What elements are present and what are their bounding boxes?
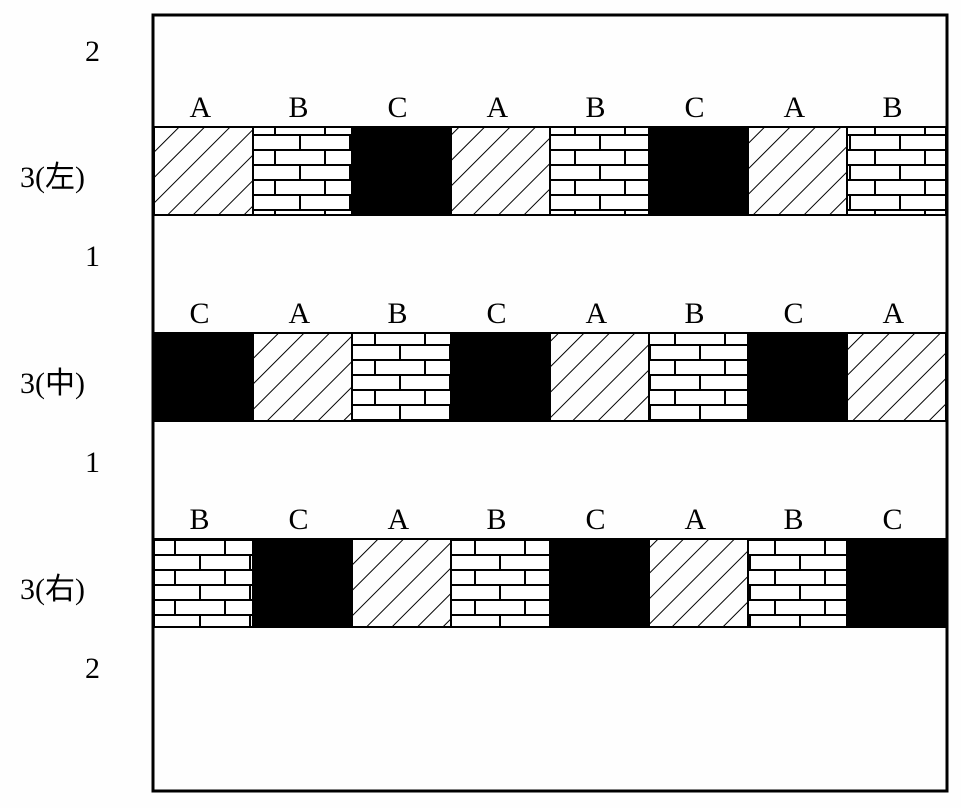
gap-label-gap-1a: 1 bbox=[85, 240, 100, 274]
col-letter-row-right-6: B bbox=[784, 503, 804, 537]
col-letter-row-left-7: B bbox=[883, 91, 903, 125]
col-letter-row-middle-2: B bbox=[388, 297, 408, 331]
col-letter-row-middle-7: A bbox=[883, 297, 905, 331]
col-letter-row-left-3: A bbox=[487, 91, 509, 125]
cell-row-left-0 bbox=[154, 127, 253, 215]
cell-row-middle-6 bbox=[748, 333, 847, 421]
col-letter-row-middle-6: C bbox=[784, 297, 804, 331]
col-letter-row-left-0: A bbox=[190, 91, 212, 125]
cell-row-middle-7 bbox=[847, 333, 946, 421]
cell-row-right-0 bbox=[154, 539, 253, 627]
col-letter-row-left-6: A bbox=[784, 91, 806, 125]
cell-row-left-3 bbox=[451, 127, 550, 215]
col-letter-row-left-5: C bbox=[685, 91, 705, 125]
diagram-svg bbox=[0, 0, 961, 808]
cell-row-left-5 bbox=[649, 127, 748, 215]
col-letter-row-right-0: B bbox=[190, 503, 210, 537]
col-letter-row-middle-3: C bbox=[487, 297, 507, 331]
cell-row-right-3 bbox=[451, 539, 550, 627]
cell-row-left-4 bbox=[550, 127, 649, 215]
col-letter-row-right-1: C bbox=[289, 503, 309, 537]
cell-row-middle-2 bbox=[352, 333, 451, 421]
col-letter-row-middle-1: A bbox=[289, 297, 311, 331]
cell-row-right-5 bbox=[649, 539, 748, 627]
col-letter-row-left-2: C bbox=[388, 91, 408, 125]
cell-row-left-2 bbox=[352, 127, 451, 215]
col-letter-row-right-2: A bbox=[388, 503, 410, 537]
gap-label-gap-1b: 1 bbox=[85, 446, 100, 480]
col-letter-row-left-4: B bbox=[586, 91, 606, 125]
col-letter-row-middle-4: A bbox=[586, 297, 608, 331]
col-letter-row-right-7: C bbox=[883, 503, 903, 537]
col-letter-row-right-4: C bbox=[586, 503, 606, 537]
col-letter-row-right-5: A bbox=[685, 503, 707, 537]
cell-row-right-7 bbox=[847, 539, 946, 627]
cell-row-right-6 bbox=[748, 539, 847, 627]
diagram-root bbox=[0, 0, 961, 808]
row-label-row-left: 3(左) bbox=[20, 152, 85, 196]
cell-row-left-7 bbox=[847, 127, 946, 215]
col-letter-row-middle-5: B bbox=[685, 297, 705, 331]
cell-row-middle-5 bbox=[649, 333, 748, 421]
row-label-row-middle: 3(中) bbox=[20, 358, 85, 402]
cell-row-middle-1 bbox=[253, 333, 352, 421]
cell-row-middle-3 bbox=[451, 333, 550, 421]
col-letter-row-right-3: B bbox=[487, 503, 507, 537]
cell-row-right-2 bbox=[352, 539, 451, 627]
cell-row-right-4 bbox=[550, 539, 649, 627]
cell-row-middle-4 bbox=[550, 333, 649, 421]
row-label-row-right: 3(右) bbox=[20, 564, 85, 608]
gap-label-top-gap: 2 bbox=[85, 35, 100, 69]
cell-row-left-1 bbox=[253, 127, 352, 215]
col-letter-row-middle-0: C bbox=[190, 297, 210, 331]
cell-row-right-1 bbox=[253, 539, 352, 627]
col-letter-row-left-1: B bbox=[289, 91, 309, 125]
gap-label-bottom-gap: 2 bbox=[85, 652, 100, 686]
cell-row-left-6 bbox=[748, 127, 847, 215]
cell-row-middle-0 bbox=[154, 333, 253, 421]
